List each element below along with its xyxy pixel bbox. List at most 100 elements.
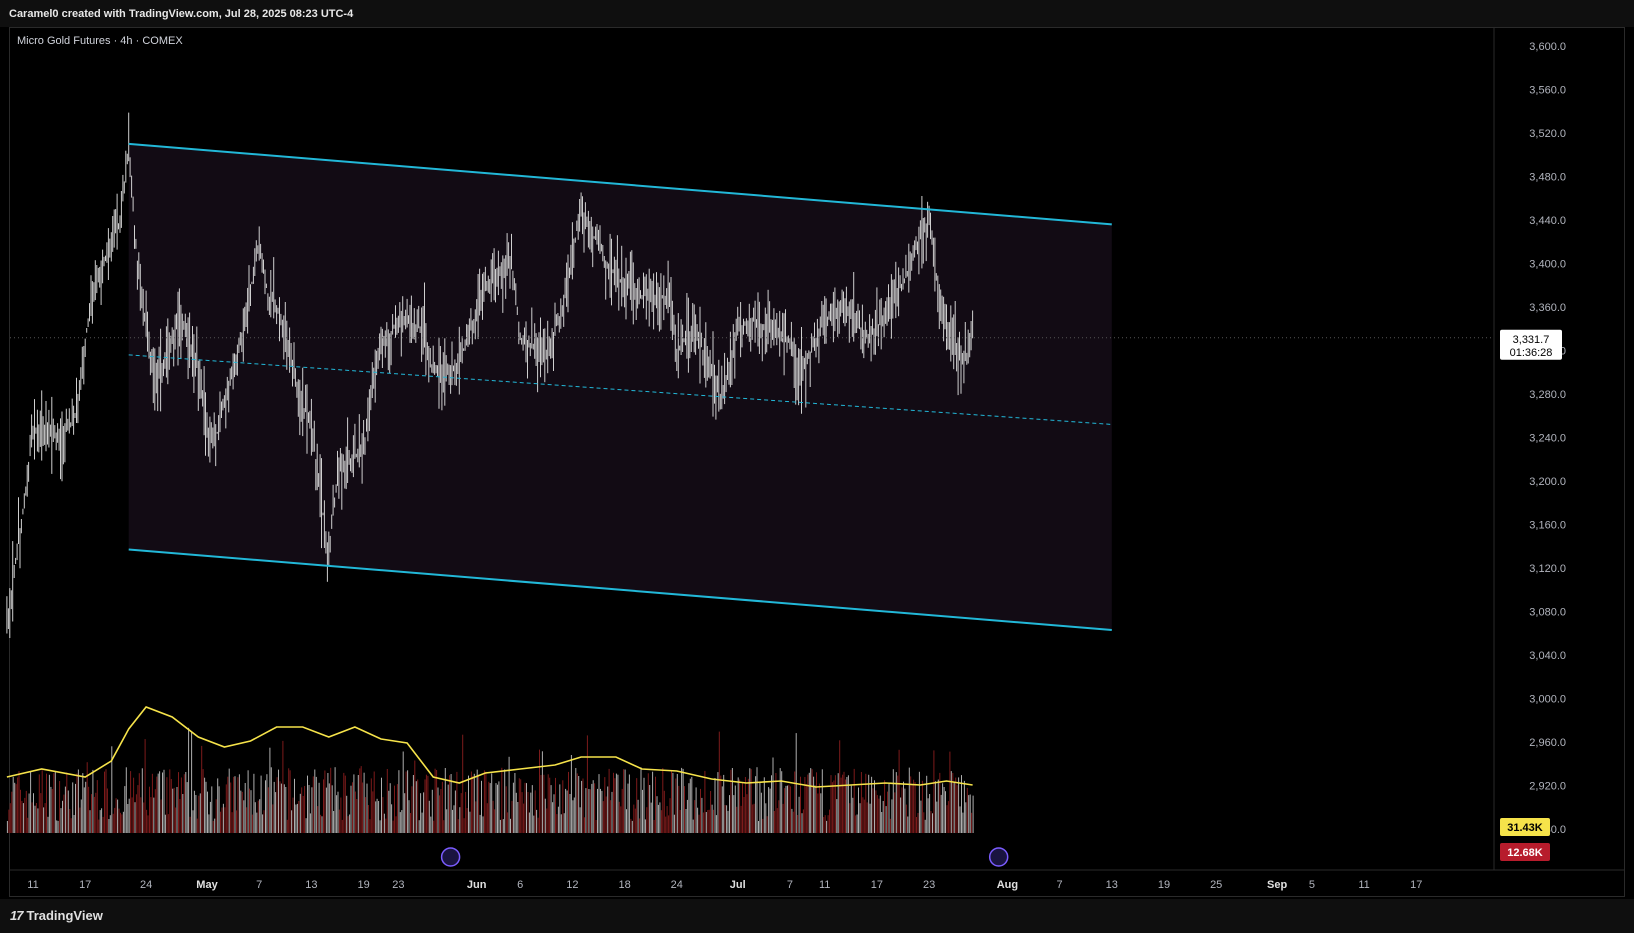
volume-bar <box>820 793 822 833</box>
volume-bar <box>792 811 794 833</box>
volume-bar <box>921 780 923 833</box>
volume-bar <box>257 800 259 833</box>
volume-bar <box>470 771 472 833</box>
volume-bar <box>862 797 864 833</box>
volume-bar <box>785 785 787 833</box>
volume-bar <box>546 808 548 833</box>
y-tick-label: 3,480.0 <box>1529 172 1566 184</box>
volume-bar <box>475 801 477 833</box>
volume-bar <box>308 785 310 833</box>
volume-bar <box>881 812 883 833</box>
volume-bar <box>488 781 490 833</box>
volume-bar <box>294 778 295 833</box>
volume-bar <box>275 792 277 833</box>
volume-bar <box>756 767 758 833</box>
volume-bar <box>449 775 451 833</box>
volume-bar <box>359 768 361 833</box>
event-marker-icon[interactable] <box>440 847 461 867</box>
channel-upper-line[interactable] <box>128 142 1112 226</box>
volume-bar <box>479 814 481 833</box>
y-tick-label: 3,600.0 <box>1529 41 1566 53</box>
volume-bar <box>689 778 691 833</box>
volume-bar <box>740 805 742 833</box>
volume-bar <box>602 801 604 833</box>
volume-bar <box>570 755 572 833</box>
volume-bar <box>950 771 952 833</box>
volume-bar <box>25 790 27 833</box>
y-tick-label: 3,400.0 <box>1529 259 1566 271</box>
volume-bar <box>195 795 197 833</box>
volume-bar <box>35 803 37 833</box>
volume-bar <box>510 818 511 833</box>
volume-bar <box>646 807 648 833</box>
volume-bar <box>204 777 206 833</box>
volume-bar <box>76 773 78 833</box>
volume-bar <box>649 785 651 833</box>
volume-bar <box>787 785 788 833</box>
volume-bar <box>411 786 413 833</box>
volume-bar <box>483 770 485 833</box>
volume-bar <box>112 813 114 833</box>
tradingview-logo[interactable]: 17 TradingView <box>10 908 103 923</box>
volume-bar <box>256 812 258 833</box>
volume-bar <box>33 793 34 833</box>
volume-bar <box>559 784 561 833</box>
channel-lower-line[interactable] <box>128 548 1112 631</box>
volume-bar <box>956 785 958 833</box>
volume-bar <box>66 772 68 833</box>
volume-bar <box>391 804 393 833</box>
volume-bar <box>707 810 709 833</box>
volume-bar <box>254 802 256 833</box>
channel-mid-line[interactable] <box>128 354 1112 425</box>
volume-bar <box>122 811 124 833</box>
volume-bar <box>14 782 16 833</box>
volume-bar <box>412 775 414 833</box>
volume-bar <box>897 775 899 833</box>
volume-bar <box>60 808 62 833</box>
volume-bar <box>804 777 806 833</box>
volume-bar <box>478 774 480 833</box>
event-marker-icon[interactable] <box>988 847 1009 867</box>
volume-bar <box>963 780 965 833</box>
volume-bar <box>22 803 24 833</box>
volume-bar <box>802 809 804 833</box>
volume-bar <box>536 809 538 833</box>
volume-bar <box>550 785 552 833</box>
volume-bar <box>121 814 123 833</box>
volume-bar <box>834 775 836 833</box>
volume-bar <box>83 787 85 833</box>
volume-bar <box>47 816 49 833</box>
volume-bar <box>231 812 233 833</box>
volume-bar <box>433 820 435 833</box>
volume-bar <box>821 769 823 833</box>
volume-bar <box>672 772 674 833</box>
volume-bar <box>811 769 813 833</box>
volume-bar <box>104 771 105 833</box>
y-tick-label: 3,520.0 <box>1529 128 1566 140</box>
y-tick-label: 3,040.0 <box>1529 650 1566 662</box>
volume-bar <box>404 793 406 833</box>
volume-bar <box>117 799 119 833</box>
volume-bar <box>173 787 175 833</box>
volume-bar <box>958 777 960 833</box>
volume-bar <box>705 812 707 833</box>
volume-bar <box>766 816 768 833</box>
volume-bar <box>718 731 720 833</box>
volume-bar <box>788 784 790 833</box>
volume-bar <box>636 778 638 833</box>
volume-bar <box>617 774 619 833</box>
volume-bar <box>305 818 307 833</box>
volume-bar <box>170 779 172 833</box>
volume-bar <box>927 798 929 833</box>
volume-bar <box>243 800 245 833</box>
volume-bar <box>858 787 859 833</box>
volume-bar <box>794 771 796 833</box>
volume-bar <box>543 774 545 833</box>
volume-bar <box>91 794 92 833</box>
volume-bar <box>940 794 942 833</box>
symbol-label: Micro Gold Futures · 4h · COMEX <box>17 35 183 47</box>
volume-bar <box>452 809 453 833</box>
volume-bar <box>514 773 516 833</box>
volume-bar <box>346 795 348 833</box>
